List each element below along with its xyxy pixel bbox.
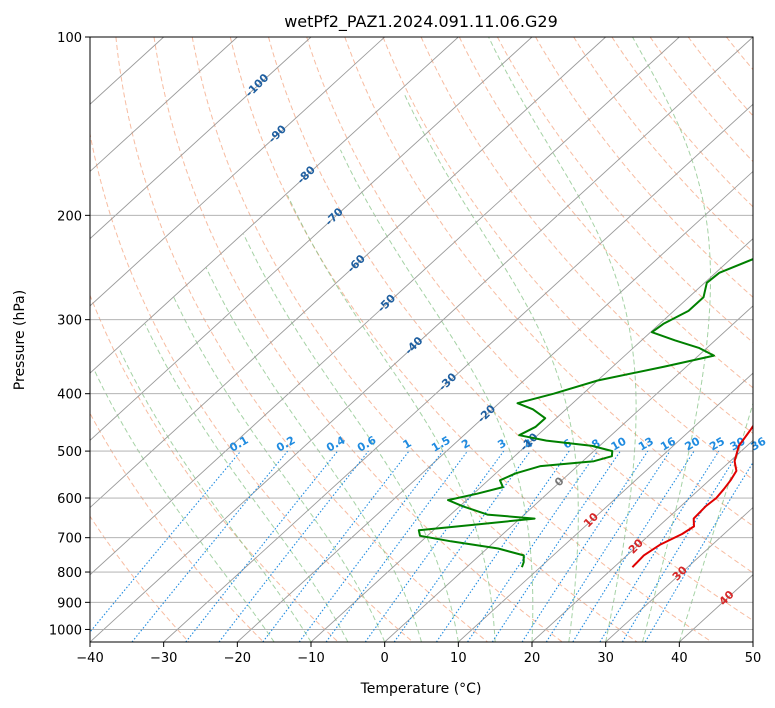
moist-adiabat [632,37,711,642]
mixing-ratio-line [185,450,339,642]
y-axis-label: Pressure (hPa) [12,290,28,390]
y-tick-label: 800 [57,566,82,581]
isotherm [90,37,753,642]
dry-adiabat [382,37,753,481]
isotherm [90,37,533,441]
x-axis-label: Temperature (°C) [360,681,482,697]
x-axis: −40 −30 −20 −10 0 10 20 30 40 50 [76,642,761,666]
dry-adiabat [191,37,638,642]
isotherm [531,439,753,642]
x-tick-label: 30 [597,651,614,666]
y-tick-label: 400 [57,388,82,403]
moist-adiabat [243,233,459,642]
x-tick-label: 0 [381,651,389,666]
dry-adiabat [649,37,753,163]
moist-adiabat [488,37,637,642]
mixing-ratio-line [218,450,369,642]
mixing-ratio-line [90,450,242,633]
moist-adiabat [93,369,275,642]
dry-adiabat [458,37,753,389]
isotherm [605,506,753,642]
isotherm [90,37,459,374]
x-tick-label: 40 [671,651,688,666]
mixing-ratio-line [298,450,444,642]
moist-adiabat [339,149,534,642]
x-tick-label: −30 [150,651,177,666]
dry-adiabat [535,37,753,298]
mixing-ratio-line [467,450,599,642]
y-tick-label: 100 [57,31,82,46]
dry-adiabat [90,131,414,642]
y-tick-label: 900 [57,596,82,611]
dry-adiabat [344,37,753,527]
moist-adiabat [173,297,386,642]
mixing-ratio-line [131,450,289,642]
isotherm [90,37,312,240]
mixing-ratio-line [491,450,621,642]
x-tick-label: 10 [450,651,467,666]
mixing-ratio-line [262,450,410,642]
moist-adiabat [118,347,312,642]
x-tick-label: −20 [224,651,251,666]
dry-adiabat [268,37,753,622]
y-tick-label: 200 [57,209,82,224]
isotherm [310,238,753,642]
dewpoint-profile [417,258,753,568]
dry-adiabat [115,37,488,642]
y-tick-label: 1000 [49,623,82,638]
grid [90,37,753,642]
isotherm [90,37,680,576]
moist-adiabat [404,94,579,642]
profiles [417,258,753,568]
mixing-ratio-line [621,450,740,642]
isotherm [163,103,753,642]
moist-adiabat [678,401,753,642]
chart-title: wetPf2_PAZ1.2024.091.11.06.G29 [284,12,558,32]
dry-adiabat [496,37,753,344]
x-tick-label: −10 [297,651,324,666]
isotherm [90,37,606,509]
moist-adiabat [205,267,422,642]
moist-adiabat [287,195,496,642]
isotherm [90,37,238,173]
mixing-ratio-line [393,450,531,642]
mixing-ratio-line [521,450,649,642]
y-tick-label: 500 [57,445,82,460]
isotherm [90,37,385,307]
dry-adiabat [573,37,753,253]
isotherm [458,372,753,642]
dry-adiabat [90,412,264,642]
x-tick-label: −40 [76,651,103,666]
mixing-ratio-line [599,450,720,642]
mixing-ratio-line [435,450,570,642]
dry-adiabat [306,37,753,574]
y-tick-label: 700 [57,532,82,547]
x-tick-label: 50 [745,651,762,666]
dry-adiabat [229,37,712,642]
y-axis: 100 200 300 400 500 600 700 800 900 1000 [49,31,90,638]
plot-frame [89,36,754,643]
y-tick-label: 600 [57,492,82,507]
isotherm [384,305,753,642]
temperature-profile [631,424,753,568]
y-tick-label: 300 [57,314,82,329]
isotherm [237,170,753,642]
x-tick-label: 20 [524,651,541,666]
mixing-ratio-line [572,450,695,642]
background-lines [90,37,753,642]
mixing-ratio-line [545,450,671,642]
